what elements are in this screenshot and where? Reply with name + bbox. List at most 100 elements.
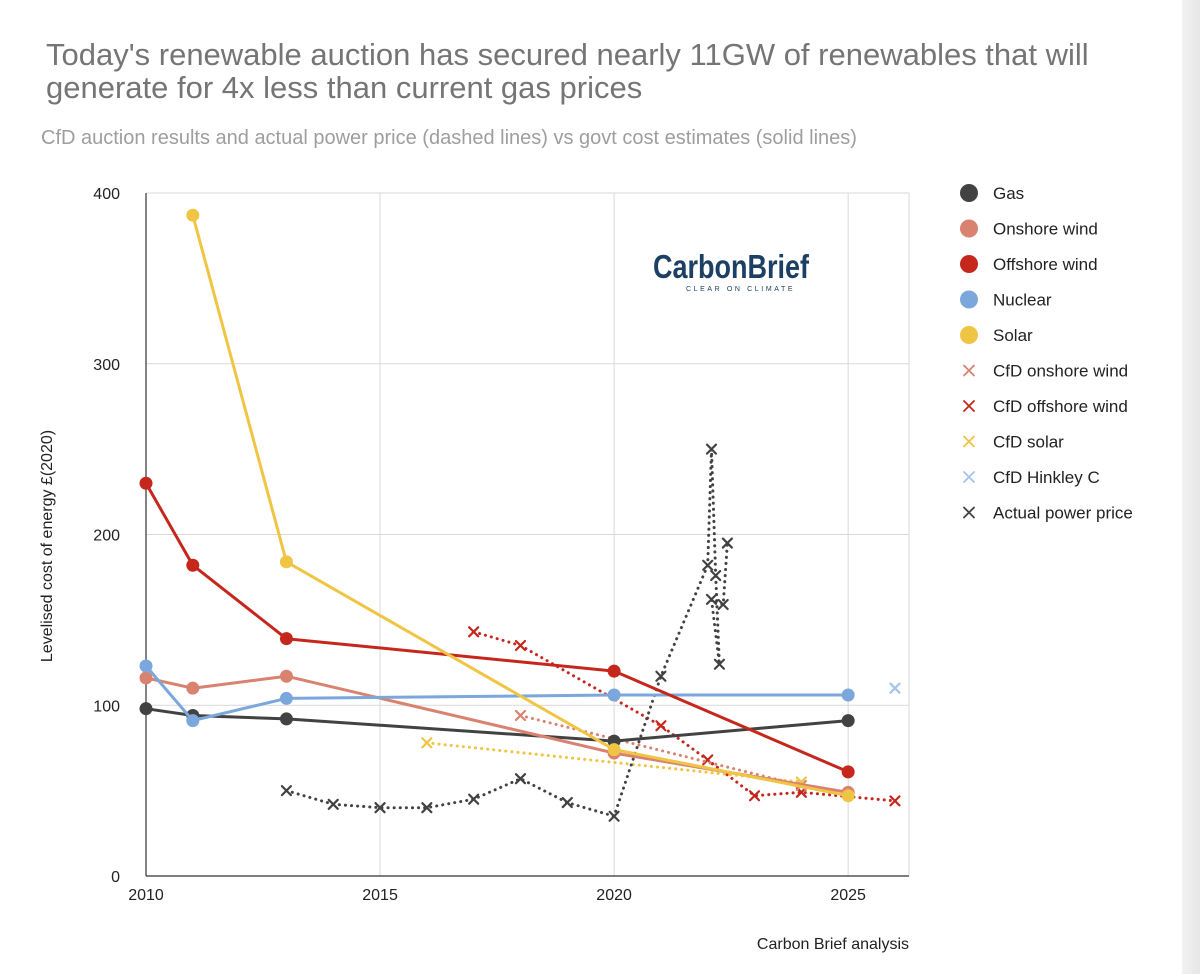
x-tick-label: 2025 <box>830 887 866 904</box>
legend-label: CfD Hinkley C <box>993 468 1100 487</box>
onshore-wind-point <box>139 671 153 685</box>
legend-item-cfd-onshore-wind: CfD onshore wind <box>963 362 1128 381</box>
legend-item-actual-power-price: Actual power price <box>963 504 1133 523</box>
x-marker-stroke <box>280 785 293 797</box>
x-marker-stroke <box>721 537 733 549</box>
y-tick-label: 0 <box>111 869 120 886</box>
x-marker-stroke <box>514 709 527 722</box>
legend-item-cfd-solar: CfD solar <box>963 433 1064 452</box>
actual-power-price-point <box>514 773 527 785</box>
legend-item-gas: Gas <box>960 184 1024 203</box>
actual-power-price-point <box>421 802 433 814</box>
legend-label: Actual power price <box>993 504 1133 523</box>
x-marker-stroke <box>705 443 718 455</box>
legend-item-solar: Solar <box>960 326 1033 345</box>
legend-item-onshore-wind: Onshore wind <box>960 219 1098 239</box>
x-marker-stroke <box>468 626 480 638</box>
gas-point <box>279 712 293 726</box>
series <box>139 208 901 822</box>
y-axis-title: Levelised cost of energy £(2020) <box>39 430 56 662</box>
logo-tagline: CLEAR ON CLIMATE <box>686 286 795 293</box>
solar-line <box>191 213 850 798</box>
legend-label: Gas <box>993 184 1024 203</box>
legend-label: CfD offshore wind <box>993 397 1128 416</box>
x-marker-stroke <box>713 658 726 670</box>
chart-subtitle: CfD auction results and actual power pri… <box>41 127 857 149</box>
offshore-wind-point <box>186 558 200 572</box>
solar-point <box>279 555 293 569</box>
cfd-solar-point <box>421 737 433 749</box>
actual-power-price-point <box>721 537 733 549</box>
cfd-offshore-wind-point <box>889 795 901 807</box>
legend-item-nuclear: Nuclear <box>960 290 1052 310</box>
actual-power-price-point <box>561 796 573 809</box>
y-tick-label: 300 <box>93 357 120 374</box>
actual-power-price-point <box>713 658 726 670</box>
onshore-wind-point <box>186 681 200 695</box>
legend-swatch <box>963 506 975 519</box>
grid <box>146 192 910 876</box>
gas-point <box>841 714 855 728</box>
actual-power-price-point <box>655 670 667 682</box>
cfd-offshore-wind-point <box>655 720 667 732</box>
x-marker-stroke <box>963 435 975 448</box>
cfd-offshore-wind-point <box>748 790 761 802</box>
cfd-offshore-wind-series <box>468 626 901 807</box>
x-marker-stroke <box>327 798 339 810</box>
actual-power-price-point <box>705 443 718 455</box>
actual-power-price-series <box>280 443 733 822</box>
legend-swatch <box>960 219 978 238</box>
nuclear-point <box>279 691 293 705</box>
nuclear-point <box>841 688 855 702</box>
chart-title: Today's renewable auction has secured ne… <box>46 37 1089 105</box>
nuclear-line <box>144 664 850 723</box>
axes: 0 100 200 300 400 2010 2015 2020 2025 <box>93 186 909 904</box>
legend-label: CfD solar <box>993 433 1064 452</box>
cfd-hinkley-c-series <box>889 682 901 694</box>
logo-wordmark: CarbonBrief <box>653 248 810 285</box>
x-marker-stroke <box>963 364 975 377</box>
x-marker-stroke <box>561 796 573 809</box>
x-marker-stroke <box>514 639 527 652</box>
nuclear-point <box>607 688 621 702</box>
actual-power-price-point <box>717 598 729 611</box>
source-note: Carbon Brief analysis <box>757 936 909 953</box>
y-tick-label: 400 <box>93 186 120 203</box>
x-marker-stroke <box>702 559 714 571</box>
carbonbrief-logo: CarbonBrief CLEAR ON CLIMATE <box>653 248 810 293</box>
x-marker-stroke <box>889 682 901 694</box>
offshore-wind-point <box>607 664 621 678</box>
legend-swatch <box>960 290 978 309</box>
x-marker-stroke <box>421 802 433 814</box>
actual-power-price-line <box>284 447 729 818</box>
offshore-wind-point <box>279 632 293 646</box>
cfd-solar-line <box>425 741 803 784</box>
x-marker-stroke <box>889 795 901 807</box>
legend-swatch <box>960 326 978 344</box>
solar-point <box>841 789 855 803</box>
x-marker-stroke <box>374 802 386 814</box>
legend-label: Nuclear <box>993 291 1052 310</box>
solar-series <box>186 208 855 803</box>
x-marker-stroke <box>717 598 729 611</box>
x-tick-label: 2010 <box>128 887 164 904</box>
actual-power-price-point <box>374 802 386 814</box>
x-marker-stroke <box>655 720 667 732</box>
solar-point <box>186 208 200 222</box>
actual-power-price-point <box>468 793 480 805</box>
cfd-offshore-wind-line <box>472 630 897 803</box>
nuclear-point <box>186 714 200 728</box>
x-marker-stroke <box>468 793 480 805</box>
x-tick-label: 2020 <box>596 887 632 904</box>
x-marker-stroke <box>748 790 761 802</box>
actual-power-price-point <box>705 593 718 605</box>
legend-swatch <box>963 400 975 412</box>
legend-swatch <box>960 255 978 273</box>
actual-power-price-point <box>327 798 339 810</box>
x-marker-stroke <box>421 737 433 749</box>
offshore-wind-point <box>139 476 153 490</box>
actual-power-price-point <box>280 785 293 797</box>
actual-power-price-point <box>608 810 620 822</box>
x-marker-stroke <box>655 670 667 682</box>
